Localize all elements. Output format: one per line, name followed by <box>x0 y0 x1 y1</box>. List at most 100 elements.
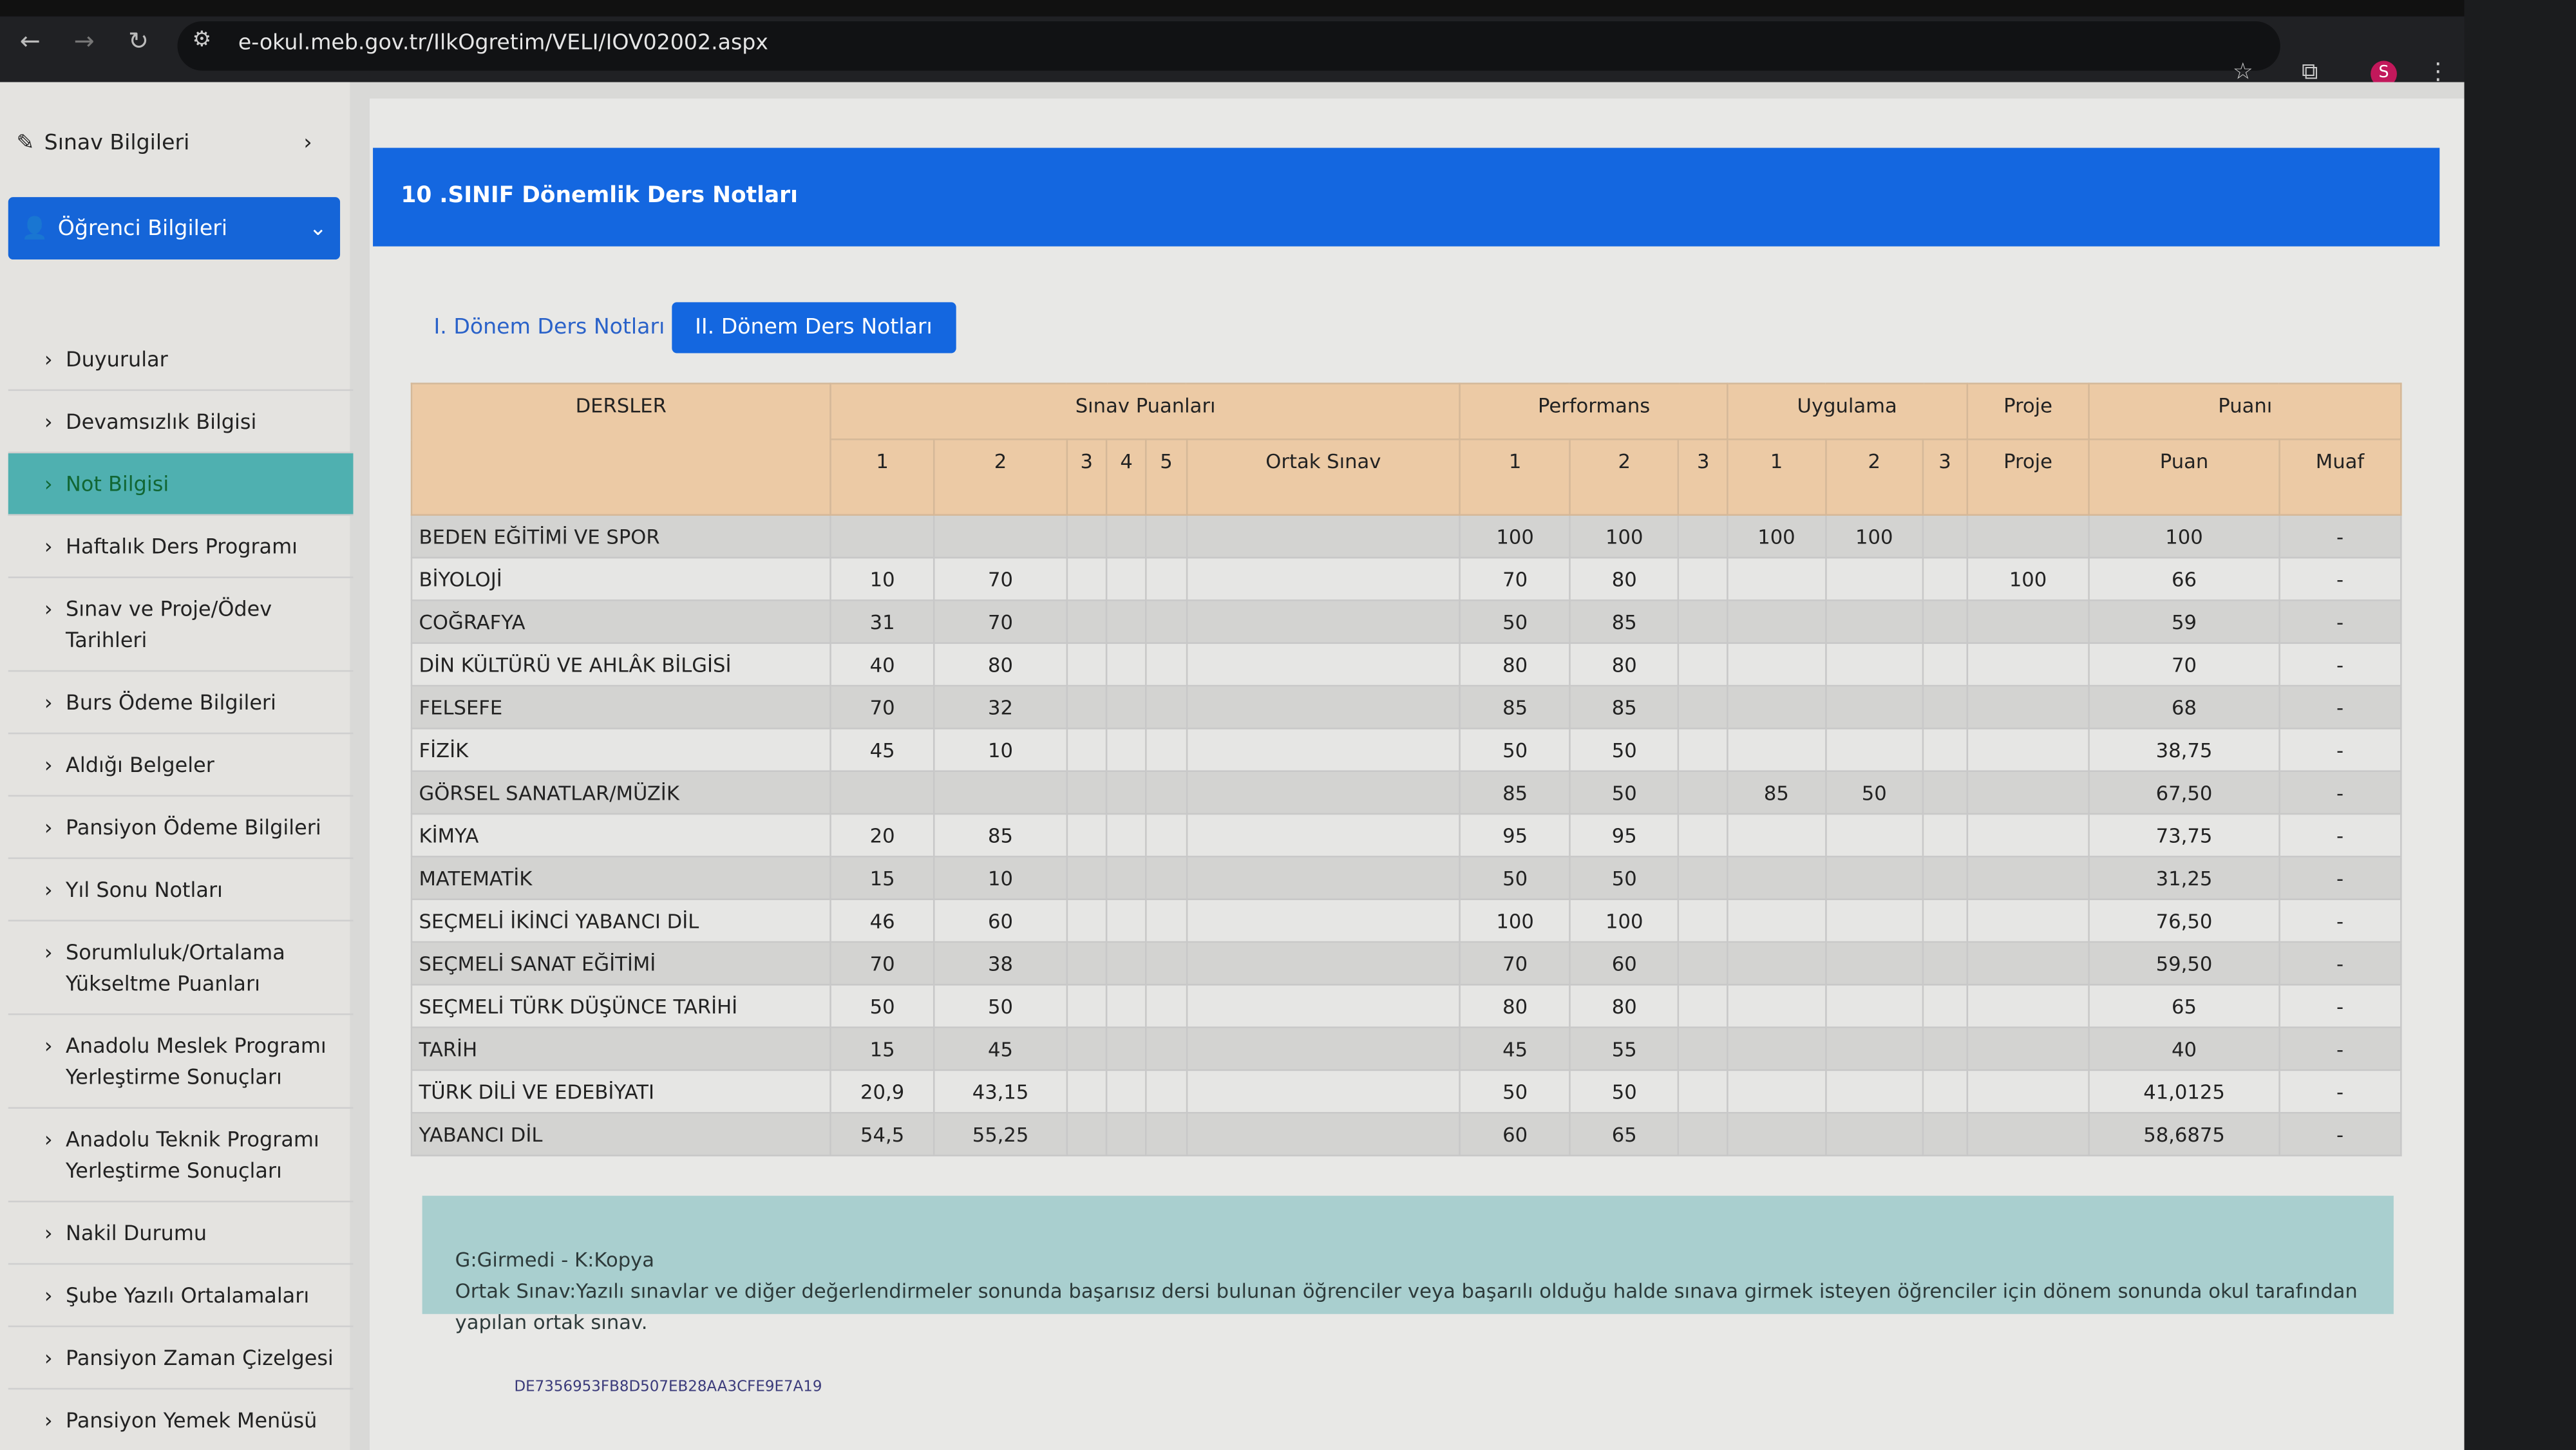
sidebar-ogrenci-bilgileri[interactable]: 👤 Öğrenci Bilgileri ⌄ <box>8 197 341 260</box>
grade-cell: - <box>2278 898 2402 943</box>
grade-cell <box>1678 1026 1728 1071</box>
grade-cell <box>1678 642 1728 687</box>
grade-cell: 95 <box>1459 813 1571 858</box>
chevron-right-icon: › <box>44 877 53 902</box>
grade-cell: 43,15 <box>933 1069 1068 1114</box>
grade-cell: 40 <box>2088 1026 2280 1071</box>
menu-icon[interactable]: ⋮ <box>2426 59 2450 86</box>
grade-cell: 40 <box>829 642 936 687</box>
grade-cell <box>1145 898 1188 943</box>
tab-donem-1[interactable]: I. Dönem Ders Notları <box>433 315 665 341</box>
grade-cell <box>1678 728 1728 772</box>
grade-cell: 100 <box>1569 898 1680 943</box>
grade-cell: 60 <box>1459 1112 1571 1156</box>
sidebar-item[interactable]: › Anadolu Meslek Programı Yerleştirme Son… <box>8 1015 354 1109</box>
grade-cell <box>1066 984 1108 1028</box>
grade-cell <box>1922 556 1968 601</box>
grade-cell: - <box>2278 856 2402 900</box>
grade-cell: 15 <box>829 856 936 900</box>
bookmark-icon[interactable]: ☆ <box>2232 59 2253 86</box>
sidebar-sinav-bilgileri[interactable]: ✎ Sınav Bilgileri › <box>17 131 312 156</box>
grade-cell: 100 <box>1965 556 2090 601</box>
grade-cell: 50 <box>1459 599 1571 644</box>
subject-name: FELSEFE <box>410 684 831 730</box>
tools-icon: ✎ <box>16 131 35 156</box>
grade-cell <box>1066 728 1108 772</box>
grade-cell <box>1185 813 1462 858</box>
site-info-icon[interactable]: ⚙ <box>192 28 212 53</box>
grade-cell <box>1185 556 1462 601</box>
grade-cell <box>1185 642 1462 687</box>
grade-cell: - <box>2278 599 2402 644</box>
sidebar-item[interactable]: › Sorumluluk/Ortalama Yükseltme Puanları <box>8 921 354 1015</box>
grade-cell: 70 <box>933 556 1068 601</box>
grade-cell: 80 <box>1569 556 1680 601</box>
table-row: GÖRSEL SANATLAR/MÜZİK 85 50 85 50 67,50- <box>410 770 2402 815</box>
grade-cell: 38 <box>933 941 1068 986</box>
grade-cell <box>1965 1069 2090 1114</box>
sidebar-item[interactable]: › Pansiyon Zaman Çizelgesi <box>8 1327 354 1390</box>
main-content: 10 .SINIF Dönemlik Ders Notları I. Dönem… <box>369 99 2465 1450</box>
forward-icon[interactable]: → <box>73 26 95 56</box>
sidebar-item[interactable]: › Devamsızlık Bilgisi <box>8 391 354 454</box>
chevron-right-icon: › <box>44 1345 53 1370</box>
grade-cell: 80 <box>1569 984 1680 1028</box>
subject-name: DİN KÜLTÜRÜ VE AHLÂK BİLGİSİ <box>410 642 831 687</box>
grade-cell <box>1145 728 1188 772</box>
extensions-icon[interactable]: ⧉ <box>2301 59 2318 86</box>
url-text[interactable]: e-okul.meb.gov.tr/IlkOgretim/VELI/IOV020… <box>238 31 768 56</box>
sidebar-item[interactable]: › Burs Ödeme Bilgileri <box>8 672 354 735</box>
grade-cell: 50 <box>1569 728 1680 772</box>
grade-cell: 100 <box>1569 514 1680 559</box>
grade-cell <box>1965 1026 2090 1071</box>
grade-cell <box>1066 642 1108 687</box>
grade-cell: 85 <box>1569 599 1680 644</box>
grade-cell <box>1066 684 1108 730</box>
sidebar-item[interactable]: › Anadolu Teknik Programı Yerleştirme Son… <box>8 1109 354 1203</box>
sidebar-item[interactable]: › Haftalık Ders Programı <box>8 516 354 578</box>
grade-cell: 85 <box>933 813 1068 858</box>
grade-cell <box>1185 728 1462 772</box>
grade-cell: 31 <box>829 599 936 644</box>
table-row: KİMYA 20 85 95 95 73,75- <box>410 813 2402 858</box>
grade-cell: - <box>2278 684 2402 730</box>
tab-donem-2[interactable]: II. Dönem Ders Notları <box>672 302 956 353</box>
sidebar-item[interactable]: › Pansiyon Yemek Menüsü <box>8 1389 354 1450</box>
table-row: MATEMATİK 15 10 50 50 31,25- <box>410 856 2402 900</box>
sidebar-item[interactable]: › Nakil Durumu <box>8 1202 354 1265</box>
chevron-right-icon: › <box>44 939 53 965</box>
grade-cell <box>1678 599 1728 644</box>
tab-strip <box>0 0 2465 17</box>
note-line-2: Ortak Sınav:Yazılı sınavlar ve diğer değ… <box>455 1279 2358 1334</box>
grade-cell <box>1066 1112 1108 1156</box>
reload-icon[interactable]: ↻ <box>128 26 149 56</box>
subheader-cell: 1 <box>829 438 936 516</box>
sidebar-item[interactable]: › Not Bilgisi <box>8 453 354 516</box>
sidebar-item[interactable]: › Pansiyon Ödeme Bilgileri <box>8 796 354 860</box>
grade-cell <box>1727 856 1826 900</box>
grade-cell <box>1066 813 1108 858</box>
header-puani: Puanı <box>2088 382 2402 440</box>
sidebar-item[interactable]: › Aldığı Belgeler <box>8 734 354 797</box>
chevron-right-icon: › <box>44 471 53 496</box>
chevron-right-icon: › <box>44 596 53 621</box>
grade-cell <box>1824 898 1924 943</box>
grade-cell: 65 <box>2088 984 2280 1028</box>
address-bar[interactable] <box>177 21 2280 71</box>
grade-cell <box>1824 728 1924 772</box>
back-icon[interactable]: ← <box>19 26 41 56</box>
sidebar-item[interactable]: › Şube Yazılı Ortalamaları <box>8 1265 354 1328</box>
chevron-right-icon: › <box>44 346 53 372</box>
grade-cell <box>1922 684 1968 730</box>
sidebar-item[interactable]: › Yıl Sonu Notları <box>8 859 354 922</box>
sidebar-item[interactable]: › Duyurular <box>8 328 354 391</box>
grade-cell <box>1066 556 1108 601</box>
subheader-cell: 4 <box>1105 438 1148 516</box>
sidebar-item[interactable]: › Sınav ve Proje/Ödev Tarihleri <box>8 578 354 672</box>
header-performans: Performans <box>1459 382 1728 440</box>
grade-cell: 46 <box>829 898 936 943</box>
grade-cell: 68 <box>2088 684 2280 730</box>
grade-cell <box>1727 941 1826 986</box>
subheader-cell: 3 <box>1066 438 1108 516</box>
subheader-cell: 3 <box>1922 438 1968 516</box>
